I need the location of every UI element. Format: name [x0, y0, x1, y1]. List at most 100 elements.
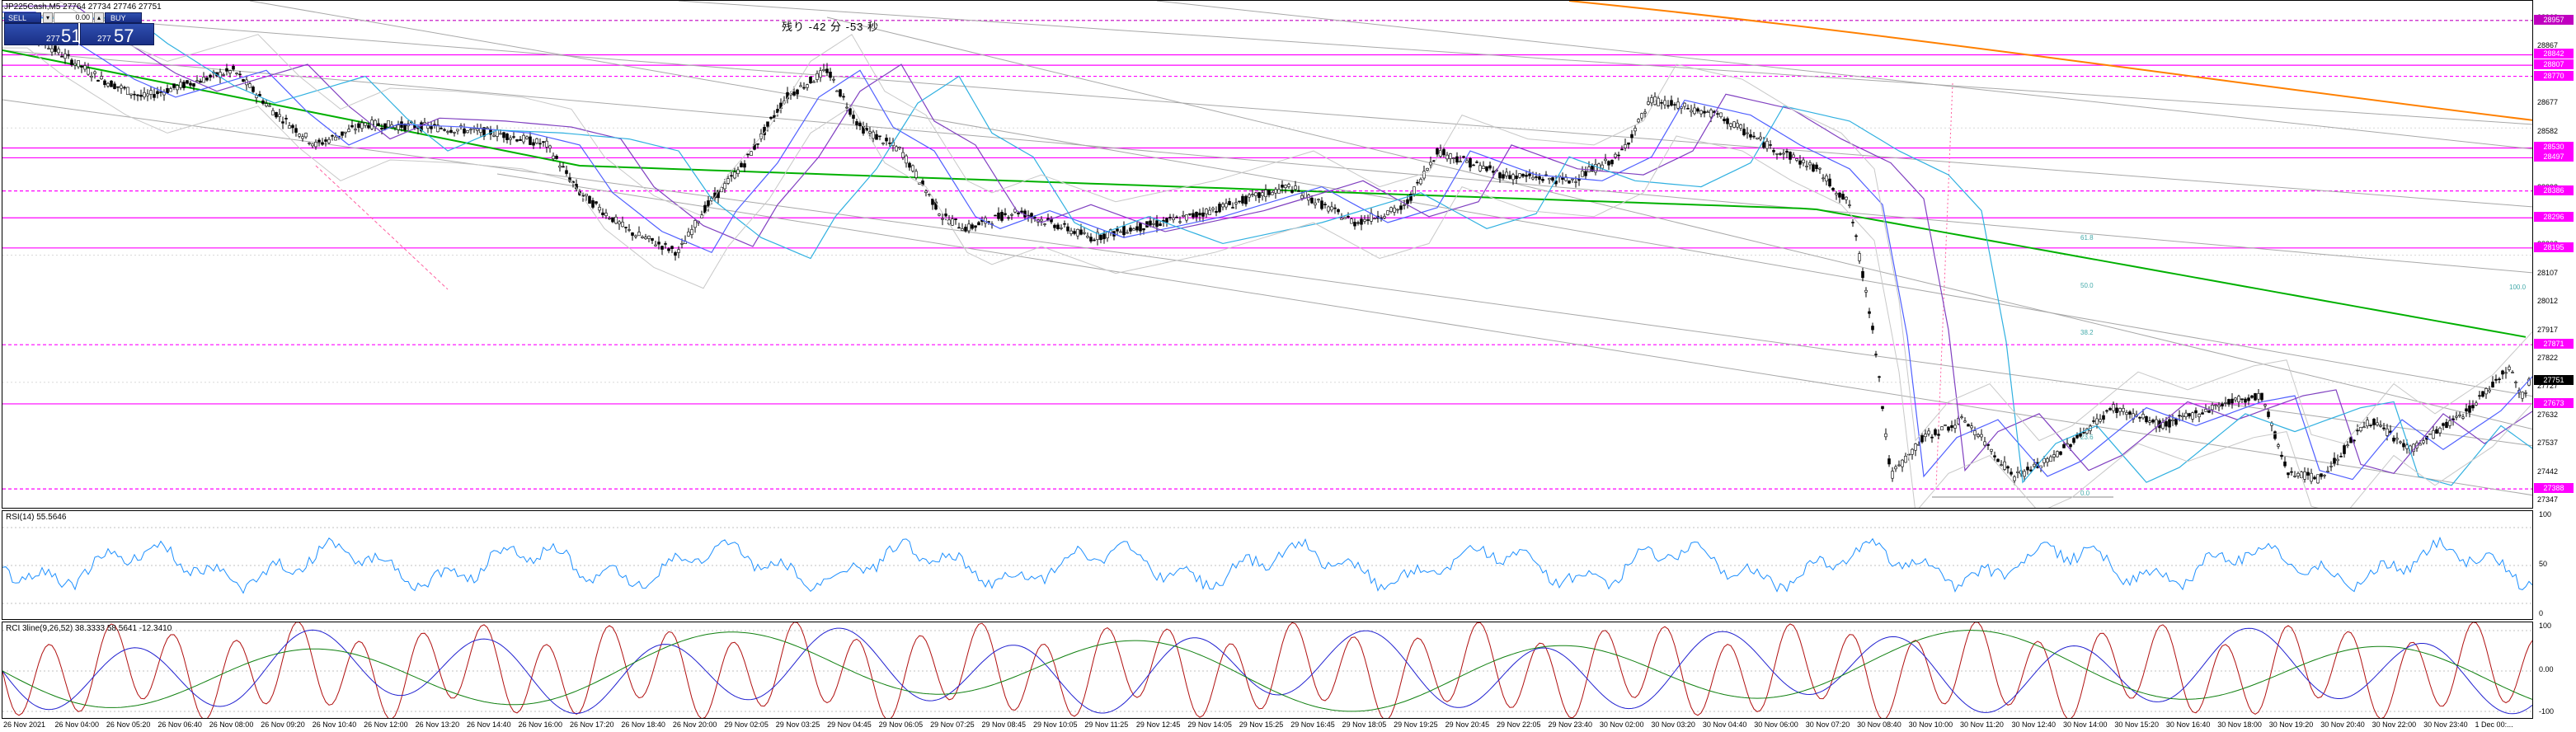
- candlestick: [327, 137, 331, 144]
- candlestick: [1940, 426, 1944, 431]
- candlestick: [2498, 377, 2501, 383]
- buy-price-button[interactable]: 277 57: [80, 23, 154, 46]
- candlestick: [1759, 132, 1762, 142]
- candlestick: [1795, 157, 1798, 162]
- candlestick: [235, 72, 238, 76]
- candlestick: [1429, 157, 1432, 169]
- candlestick: [1624, 138, 1627, 152]
- candlestick: [1498, 171, 1502, 183]
- candlestick: [2267, 409, 2270, 420]
- candlestick: [1782, 149, 1785, 160]
- candlestick: [2306, 467, 2310, 481]
- volume-increase-button[interactable]: ▴: [94, 12, 104, 23]
- candlestick: [1690, 105, 1693, 117]
- candlestick: [123, 86, 126, 91]
- sell-price-big: 51: [61, 26, 82, 46]
- candlestick: [1149, 216, 1152, 228]
- candlestick: [278, 108, 281, 122]
- volume-decrease-button[interactable]: ▾: [43, 12, 53, 23]
- candlestick: [1066, 223, 1069, 234]
- candlestick: [819, 67, 822, 82]
- price-axis-label: 28012: [2537, 297, 2559, 306]
- rci-indicator-pane[interactable]: RCI 3line(9,26,52) 38.3333 58.5641 -12.3…: [2, 622, 2533, 719]
- sell-label: SELL: [8, 14, 27, 22]
- candlestick: [1370, 208, 1373, 225]
- candlestick: [670, 245, 674, 254]
- candlestick: [1805, 160, 1808, 171]
- candlestick: [743, 160, 746, 172]
- time-axis-label: 29 Nov 15:25: [1239, 720, 1284, 729]
- candlestick: [1666, 100, 1670, 109]
- candlestick: [1297, 185, 1300, 192]
- candlestick: [1452, 157, 1455, 164]
- price-level-tag: 28770: [2534, 70, 2574, 81]
- candlestick: [2003, 456, 2006, 472]
- candlestick: [2230, 393, 2234, 409]
- candlestick: [2280, 451, 2283, 460]
- candlestick: [1069, 228, 1073, 237]
- volume-input[interactable]: 0.00: [54, 12, 93, 23]
- fib-level-label: 50.0: [2080, 282, 2094, 289]
- candlestick: [1699, 110, 1703, 118]
- candlestick: [1320, 197, 1323, 211]
- candlestick: [1462, 155, 1465, 159]
- candlestick: [664, 241, 667, 249]
- bar-countdown-timer: 残り -42 分 -53 秒: [782, 21, 880, 33]
- candlestick: [1155, 214, 1159, 232]
- candlestick: [2435, 426, 2438, 434]
- candlestick: [2273, 430, 2277, 441]
- candlestick: [595, 200, 598, 206]
- candlestick: [1284, 184, 1287, 194]
- price-level-tag: 28842: [2534, 49, 2574, 59]
- main-chart-pane[interactable]: 61.8 50.0 38.2 23.6 0.0 100.0: [2, 0, 2533, 509]
- candlestick: [308, 142, 311, 146]
- candlestick: [684, 235, 687, 244]
- candlestick: [1703, 106, 1706, 118]
- candlestick: [1419, 177, 1422, 185]
- candlestick: [443, 128, 446, 132]
- candlestick: [1762, 136, 1765, 149]
- time-axis-label: 29 Nov 08:45: [981, 720, 1027, 729]
- candlestick: [806, 83, 809, 91]
- candlestick: [2494, 374, 2498, 384]
- rsi-indicator-pane[interactable]: RSI(14) 55.5646: [2, 510, 2533, 620]
- candlestick: [647, 235, 651, 243]
- candlestick: [469, 128, 472, 134]
- price-chart-canvas[interactable]: 61.8 50.0 38.2 23.6 0.0 100.0: [2, 1, 2533, 509]
- time-axis-label: 30 Nov 11:20: [1960, 720, 2004, 729]
- candlestick: [162, 89, 166, 101]
- sell-button[interactable]: SELL: [4, 12, 41, 23]
- price-axis-label: 28677: [2537, 98, 2559, 107]
- candlestick: [2471, 400, 2475, 411]
- time-axis[interactable]: 26 Nov 2021 26 Nov 04:00 26 Nov 05:20 26 No…: [0, 719, 2576, 732]
- candlestick: [598, 204, 601, 214]
- candlestick: [1706, 110, 1709, 114]
- candlestick: [288, 121, 291, 129]
- candlestick: [2277, 443, 2280, 449]
- candlestick: [525, 135, 529, 140]
- candlestick: [2501, 369, 2504, 380]
- candlestick: [674, 251, 677, 261]
- candlestick: [2194, 407, 2198, 419]
- candlestick: [1765, 138, 1769, 152]
- candlestick: [1779, 152, 1782, 156]
- candlestick: [552, 152, 555, 162]
- buy-button-header[interactable]: BUY: [105, 12, 142, 23]
- candlestick: [2244, 396, 2247, 407]
- candlestick: [954, 218, 957, 225]
- candlestick: [881, 142, 885, 146]
- candlestick: [377, 118, 380, 127]
- candlestick: [153, 88, 156, 101]
- price-level-tag: 28386: [2534, 185, 2574, 195]
- candlestick: [1007, 215, 1010, 221]
- candlestick: [2362, 421, 2366, 429]
- time-axis-label: 30 Nov 04:40: [1702, 720, 1747, 729]
- candlestick: [756, 143, 759, 149]
- candlestick: [1122, 221, 1126, 238]
- candlestick: [453, 131, 456, 137]
- candlestick: [875, 129, 878, 140]
- candlestick: [1798, 155, 1802, 169]
- candlestick: [1785, 148, 1789, 158]
- candlestick: [1518, 173, 1521, 179]
- sell-price-button[interactable]: 277 51: [4, 23, 82, 46]
